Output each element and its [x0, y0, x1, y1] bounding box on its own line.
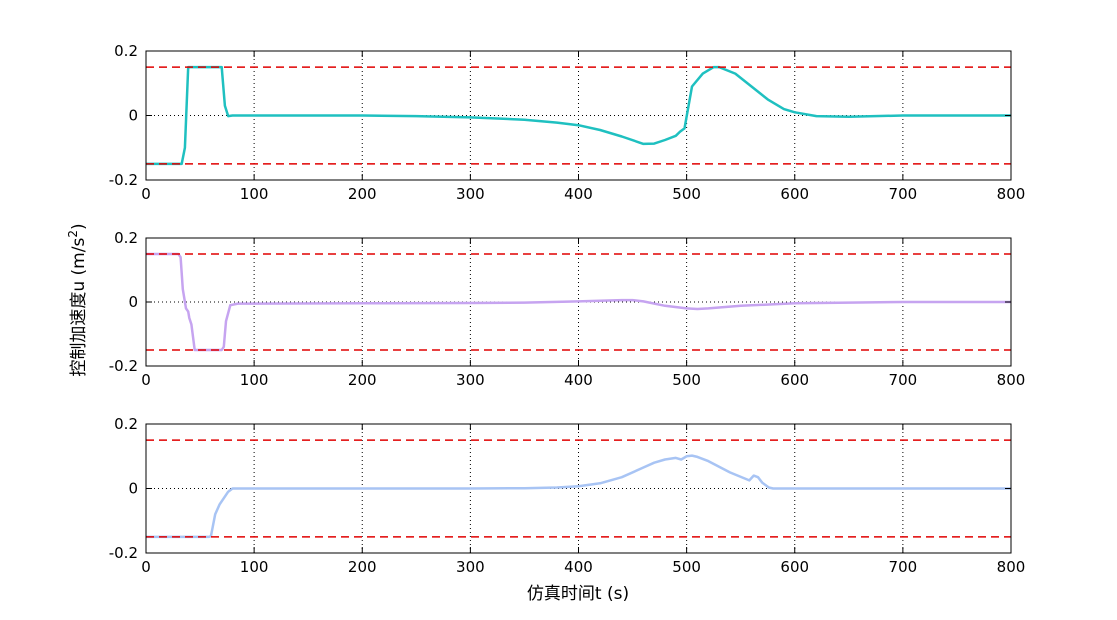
y-tick-label: 0.2: [114, 229, 138, 247]
y-tick-label: 0.2: [114, 42, 138, 60]
y-axis-label-close: ): [69, 223, 89, 230]
series-line: [146, 65, 1011, 166]
x-tick-label: 800: [997, 371, 1026, 389]
x-tick-label: 100: [240, 371, 269, 389]
x-axis-label: 仿真时间t (s): [527, 584, 629, 604]
x-tick-label: 100: [240, 185, 269, 203]
y-axis-label: 控制加速度u (m/s2): [66, 223, 89, 376]
subplot-1: 0 100 200 300 400 500 600 700 800-0.200.2: [109, 42, 1026, 203]
x-tick-label: 300: [456, 185, 485, 203]
x-tick-label: 400: [564, 185, 593, 203]
x-tick-label: 700: [889, 185, 918, 203]
y-tick-label: 0: [128, 480, 138, 498]
x-tick-label: 500: [672, 371, 701, 389]
x-tick-label: 0: [141, 185, 151, 203]
x-tick-label: 200: [348, 558, 377, 576]
y-axis-label-superscript: 2: [66, 230, 80, 238]
subplot-3: 0 100 200 300 400 500 600 700 800-0.200.2: [109, 415, 1026, 576]
y-tick-label: 0.2: [114, 415, 138, 433]
x-tick-label: 600: [780, 371, 809, 389]
x-tick-label: 700: [889, 371, 918, 389]
y-tick-label: -0.2: [109, 544, 138, 562]
y-tick-label: -0.2: [109, 171, 138, 189]
x-tick-label: 500: [672, 558, 701, 576]
x-tick-label: 0: [141, 558, 151, 576]
y-tick-label: 0: [128, 293, 138, 311]
x-tick-label: 200: [348, 371, 377, 389]
x-tick-label: 600: [780, 558, 809, 576]
x-tick-label: 400: [564, 558, 593, 576]
x-tick-label: 500: [672, 185, 701, 203]
series-line: [146, 252, 1011, 352]
x-tick-label: 300: [456, 371, 485, 389]
x-tick-label: 200: [348, 185, 377, 203]
x-tick-label: 100: [240, 558, 269, 576]
x-tick-label: 800: [997, 558, 1026, 576]
x-tick-label: 0: [141, 371, 151, 389]
subplot-2: 0 100 200 300 400 500 600 700 800-0.200.2: [109, 229, 1026, 389]
y-tick-label: 0: [128, 107, 138, 125]
y-tick-label: -0.2: [109, 357, 138, 375]
x-tick-label: 800: [997, 185, 1026, 203]
x-tick-label: 300: [456, 558, 485, 576]
x-tick-label: 400: [564, 371, 593, 389]
series-line: [146, 454, 1011, 539]
subplots: 0 100 200 300 400 500 600 700 800-0.200.20 100 200…: [109, 42, 1026, 576]
x-tick-label: 700: [889, 558, 918, 576]
x-tick-label: 600: [780, 185, 809, 203]
y-axis-label-main: 控制加速度u (m/s: [69, 238, 89, 377]
